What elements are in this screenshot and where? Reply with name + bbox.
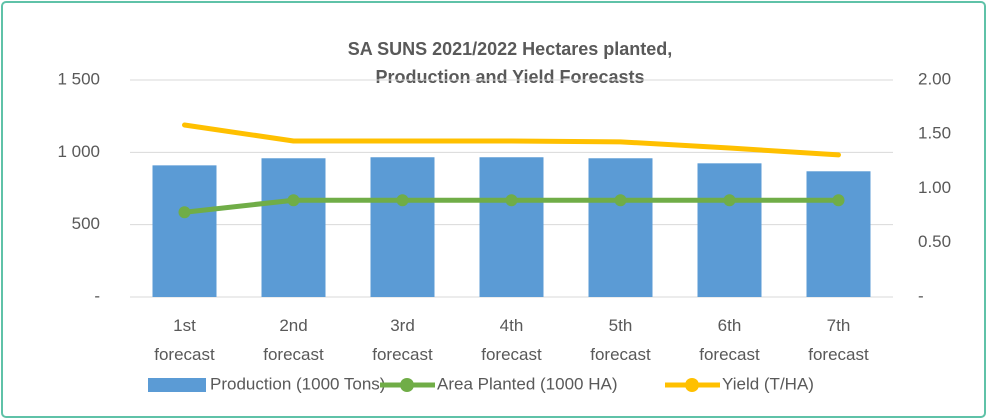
bar [370, 157, 435, 297]
point [614, 194, 627, 207]
point [723, 194, 736, 207]
point [832, 194, 845, 207]
x-tick-label: 4th forecast [481, 316, 542, 364]
chart-title: Production and Yield Forecasts [375, 67, 644, 87]
bar [479, 157, 544, 297]
y2-tick-label: - [918, 286, 924, 305]
legend-label: Area Planted (1000 HA) [437, 374, 618, 393]
y2-tick-label: 0.50 [918, 232, 951, 251]
point [396, 194, 409, 207]
legend-marker [685, 378, 699, 392]
y-tick-label: 1 000 [57, 142, 100, 161]
x-tick-label: 3rd forecast [372, 316, 433, 364]
chart-title: SA SUNS 2021/2022 Hectares planted, [348, 39, 673, 59]
bar [261, 158, 326, 297]
bar [588, 158, 653, 297]
legend-swatch [148, 378, 206, 392]
y2-tick-label: 1.00 [918, 178, 951, 197]
x-tick-label: 6th forecast [699, 316, 760, 364]
x-tick-label: 5th forecast [590, 316, 651, 364]
bar [697, 163, 762, 297]
x-tick-label: 7th forecast [808, 316, 869, 364]
point [505, 194, 518, 207]
bar [152, 165, 217, 297]
y-tick-label: - [94, 286, 100, 305]
y-tick-label: 500 [72, 214, 100, 233]
legend-marker [400, 378, 414, 392]
point [178, 206, 191, 219]
point [287, 194, 300, 207]
y2-tick-label: 1.50 [918, 124, 951, 143]
legend-label: Production (1000 Tons) [210, 374, 385, 393]
bar [806, 171, 871, 297]
legend-label: Yield (T/HA) [722, 374, 814, 393]
x-tick-label: 1st forecast [154, 316, 215, 364]
y2-tick-label: 2.00 [918, 69, 951, 88]
x-tick-label: 2nd forecast [263, 316, 324, 364]
line [182, 122, 841, 158]
y-tick-label: 1 500 [57, 69, 100, 88]
